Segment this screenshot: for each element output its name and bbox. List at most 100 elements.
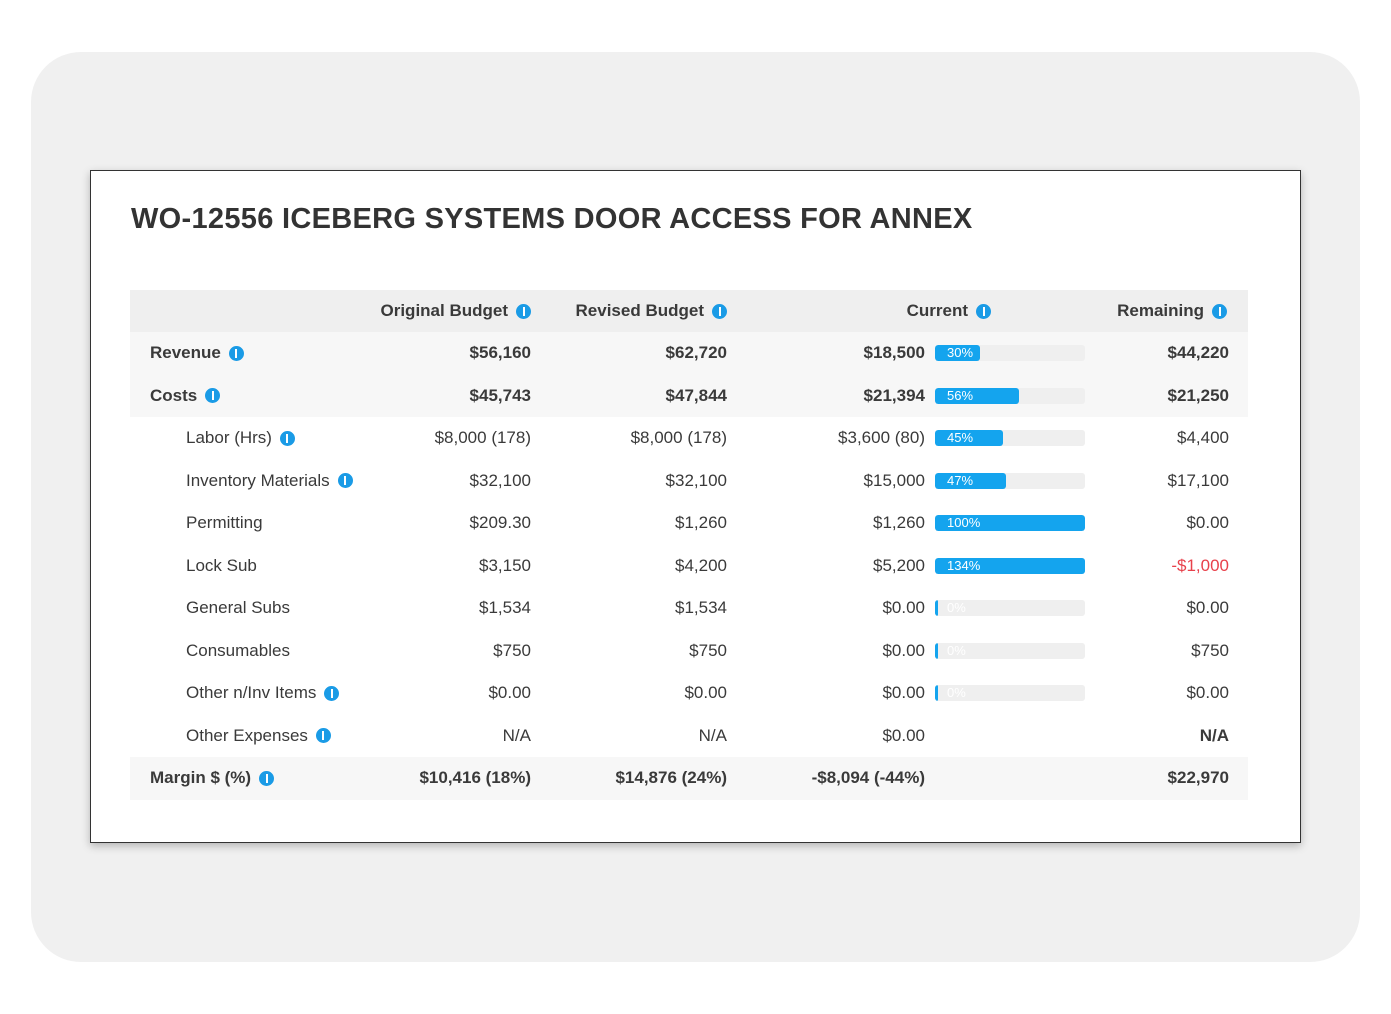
original-budget: N/A [502,725,531,745]
current: $21,394 [863,385,925,405]
table-row: Other Expenses N/A N/A $0.00 N/A [130,715,1248,758]
table-row: Margin $ (%) $10,416 (18%) $14,876 (24%) -$… [130,757,1248,800]
revised-budget: $0.00 [684,683,727,703]
progress-track: 134% [935,557,1085,574]
info-icon[interactable] [712,303,727,319]
revised-budget: $4,200 [675,555,727,575]
progress-track: 30% [935,345,1085,362]
info-icon[interactable] [228,345,244,361]
progress-fill [935,345,980,362]
current: $18,500 [863,343,925,363]
row-label-cell: Other n/Inv Items [130,683,370,703]
revised-budget: $32,100 [665,470,727,490]
progress-label: 30% [947,345,974,361]
table-row: Revenue $56,160 $62,720 $18,500 30% $44,220 [130,332,1248,375]
info-icon[interactable] [324,685,340,701]
info-icon[interactable] [205,388,221,404]
progress-label: 0% [947,600,966,616]
table-row: Costs $45,743 $47,844 $21,394 56% $21,250 [130,374,1248,417]
info-icon[interactable] [259,770,275,786]
row-label: Revenue [150,343,221,363]
row-label: Permitting [186,513,263,533]
row-label-cell: Margin $ (%) [130,768,370,788]
row-label: Other Expenses [186,725,308,745]
table-row: Other n/Inv Items $0.00 $0.00 $0.00 0% $0.00 [130,672,1248,715]
column-header: Current [727,301,1085,321]
progress-track: 56% [935,387,1085,404]
original-budget: $32,100 [469,470,531,490]
remaining: $17,100 [1167,470,1229,490]
revised-budget: $8,000 (178) [630,428,727,448]
row-label: Margin $ (%) [150,768,252,788]
original-budget: $0.00 [488,683,531,703]
progress-label: 45% [947,430,974,446]
remaining: $22,970 [1167,768,1229,788]
original-budget: $10,416 (18%) [419,768,531,788]
header-row: Original Budget Revised Budget Current Rema… [130,290,1248,332]
progress-track: 47% [935,472,1085,489]
row-label: Other n/Inv Items [186,683,317,703]
row-label-cell: Revenue [130,343,370,363]
progress-label: 0% [947,685,966,701]
table-row: Inventory Materials $32,100 $32,100 $15,000… [130,460,1248,503]
progress-fill [935,472,1006,489]
row-label-cell: Permitting [130,513,370,533]
current: $5,200 [873,555,925,575]
current: $1,260 [873,513,925,533]
progress-label: 47% [947,472,974,488]
table-row: Consumables $750 $750 $0.00 0% $750 [130,630,1248,673]
original-budget: $8,000 (178) [434,428,531,448]
row-label-cell: Lock Sub [130,556,370,576]
progress-fill [935,642,938,659]
column-header: Remaining [1085,301,1229,321]
remaining: $0.00 [1186,513,1229,533]
current: $0.00 [882,683,925,703]
column-header-label: Remaining [1117,301,1204,320]
table-row: Lock Sub $3,150 $4,200 $5,200 134% -$1,000 [130,545,1248,588]
row-label: General Subs [186,598,290,618]
progress-track: 0% [935,685,1085,702]
remaining: $0.00 [1186,683,1229,703]
current: $0.00 [882,598,925,618]
current: $0.00 [882,640,925,660]
row-label-cell: General Subs [130,598,370,618]
column-header: Revised Budget [531,301,727,321]
original-budget: $56,160 [469,343,531,363]
remaining: -$1,000 [1171,555,1229,575]
row-label: Labor (Hrs) [186,428,272,448]
revised-budget: $1,534 [675,598,727,618]
progress-track: 0% [935,642,1085,659]
row-label: Costs [150,385,198,405]
row-label-cell: Costs [130,386,370,406]
progress-fill [935,600,938,617]
budget-table: Original Budget Revised Budget Current Rema… [130,290,1248,800]
remaining: $44,220 [1167,343,1229,363]
progress-fill [935,430,1003,447]
info-icon[interactable] [976,303,991,319]
original-budget: $750 [493,640,531,660]
progress-label: 100% [947,515,981,531]
table-row: General Subs $1,534 $1,534 $0.00 0% $0.00 [130,587,1248,630]
info-icon[interactable] [516,303,531,319]
info-icon[interactable] [1212,303,1227,319]
info-icon[interactable] [315,728,331,744]
remaining: N/A [1199,725,1229,745]
row-label-cell: Other Expenses [130,726,370,746]
original-budget: $209.30 [469,513,531,533]
info-icon[interactable] [337,473,353,489]
info-icon[interactable] [279,430,295,446]
column-header: Original Budget [370,301,531,321]
row-label-cell: Consumables [130,641,370,661]
current: $3,600 (80) [838,428,925,448]
current: $15,000 [863,470,925,490]
current: $0.00 [882,725,925,745]
card: WO-12556 ICEBERG SYSTEMS DOOR ACCESS FOR… [90,170,1301,843]
column-header-label: Original Budget [380,301,509,320]
column-header-label: Current [906,301,968,320]
progress-track: 0% [935,600,1085,617]
remaining: $0.00 [1186,598,1229,618]
column-header-label: Revised Budget [575,301,704,320]
progress-track: 45% [935,430,1085,447]
revised-budget: $750 [689,640,727,660]
